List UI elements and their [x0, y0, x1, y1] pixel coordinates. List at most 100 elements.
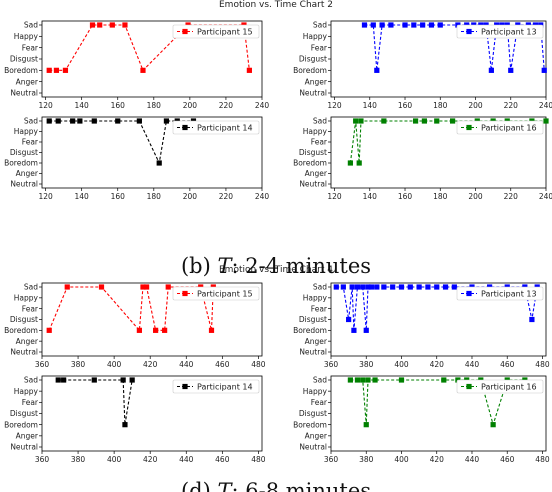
x-tick-label: 460 [215, 360, 230, 369]
x-tick-label: 480 [251, 455, 266, 464]
data-point [360, 284, 366, 290]
x-tick-label: 440 [465, 360, 480, 369]
data-point [109, 22, 115, 28]
chart-title-top: Emotion vs. Time Chart 2 [219, 0, 333, 10]
y-tick-label: Happy [303, 293, 328, 302]
y-tick-label: Happy [14, 293, 39, 302]
x-tick-label: 460 [500, 455, 515, 464]
legend-label: Participant 16 [481, 382, 537, 391]
x-tick-label: 120 [327, 101, 342, 110]
legend-marker [182, 383, 188, 390]
x-tick-label: 200 [468, 192, 483, 201]
y-tick-label: Disgust [10, 409, 38, 418]
x-tick-label: 380 [71, 455, 86, 464]
x-tick-label: 360 [324, 360, 339, 369]
data-point [529, 316, 535, 323]
x-tick-label: 400 [107, 455, 122, 464]
y-tick-label: Boredom [4, 326, 38, 335]
y-tick-label: Happy [14, 387, 39, 396]
data-point [354, 377, 361, 383]
panel-chart2-top-left: Sad Happy Fear Disgust Boredom Anger Neutral12… [4, 20, 269, 110]
legend-label: Participant 14 [197, 382, 253, 391]
data-point [381, 118, 387, 124]
y-tick-label: Sad [24, 117, 38, 126]
y-tick-label: Sad [313, 21, 327, 30]
data-point [333, 284, 339, 290]
x-tick-label: 400 [394, 455, 409, 464]
y-tick-label: Boredom [4, 66, 38, 75]
data-point [388, 22, 394, 28]
data-point [61, 377, 67, 383]
legend-marker [466, 28, 472, 35]
legend-box [172, 379, 260, 394]
data-point [356, 160, 362, 166]
x-tick-label: 220 [219, 192, 234, 201]
y-tick-label: Boredom [4, 420, 38, 429]
data-point [136, 327, 142, 333]
caption-b-var: T [217, 254, 233, 278]
data-point [70, 118, 76, 124]
legend-marker [182, 28, 188, 35]
data-point [353, 118, 359, 124]
data-point [420, 22, 426, 28]
legend-marker [182, 124, 188, 131]
data-point [246, 67, 252, 73]
data-point [354, 284, 361, 290]
data-point [122, 22, 128, 28]
x-tick-label: 380 [71, 360, 86, 369]
x-tick-label: 420 [430, 455, 445, 464]
y-tick-label: Boredom [293, 159, 327, 168]
caption-d-var: T [217, 479, 233, 492]
data-point [374, 284, 380, 290]
y-tick-label: Sad [24, 21, 38, 30]
data-point [368, 284, 375, 290]
data-point [361, 22, 368, 28]
y-tick-label: Happy [14, 32, 39, 41]
data-point [441, 377, 447, 383]
x-tick-label: 180 [147, 101, 162, 110]
y-tick-label: Neutral [299, 443, 327, 452]
panel-chart2-top-right: Sad Happy Fear Disgust Boredom Anger Neutral12… [293, 20, 552, 110]
y-tick-label: Fear [311, 138, 328, 147]
x-tick-label: 140 [75, 192, 90, 201]
data-point [153, 327, 159, 333]
y-tick-label: Disgust [10, 55, 38, 64]
data-point [490, 422, 496, 428]
data-point [425, 284, 431, 290]
data-point [365, 377, 371, 383]
legend-label: Participant 13 [481, 27, 537, 36]
data-point [349, 284, 355, 290]
x-tick-label: 200 [183, 101, 198, 110]
caption-d-label: (d) [181, 479, 211, 492]
data-point [62, 67, 69, 73]
data-point [407, 284, 413, 290]
legend-box [172, 24, 260, 39]
y-tick-label: Disgust [299, 148, 327, 157]
data-point [165, 284, 171, 290]
chart-title-bottom: Emotion vs. Time Chart 4 [219, 265, 333, 275]
data-point [122, 422, 128, 428]
data-point [358, 118, 364, 124]
x-tick-label: 220 [504, 192, 519, 201]
legend-label: Participant 15 [197, 289, 253, 298]
y-tick-label: Anger [305, 337, 328, 346]
legend-marker [466, 383, 472, 390]
y-tick-label: Fear [22, 304, 39, 313]
x-tick-label: 420 [430, 360, 445, 369]
x-tick-label: 160 [398, 192, 413, 201]
y-tick-label: Disgust [299, 55, 327, 64]
series-line [58, 379, 133, 425]
data-point [381, 284, 387, 290]
legend-box [456, 379, 544, 394]
data-point [398, 284, 405, 290]
panel-chart4-bottom-left: Sad Happy Fear Disgust Boredom Anger Neutral 36… [4, 375, 266, 464]
x-tick-label: 400 [107, 360, 122, 369]
legend-marker [182, 290, 188, 297]
y-tick-label: Anger [16, 431, 39, 440]
data-point [136, 118, 142, 124]
y-tick-label: Neutral [10, 180, 38, 189]
